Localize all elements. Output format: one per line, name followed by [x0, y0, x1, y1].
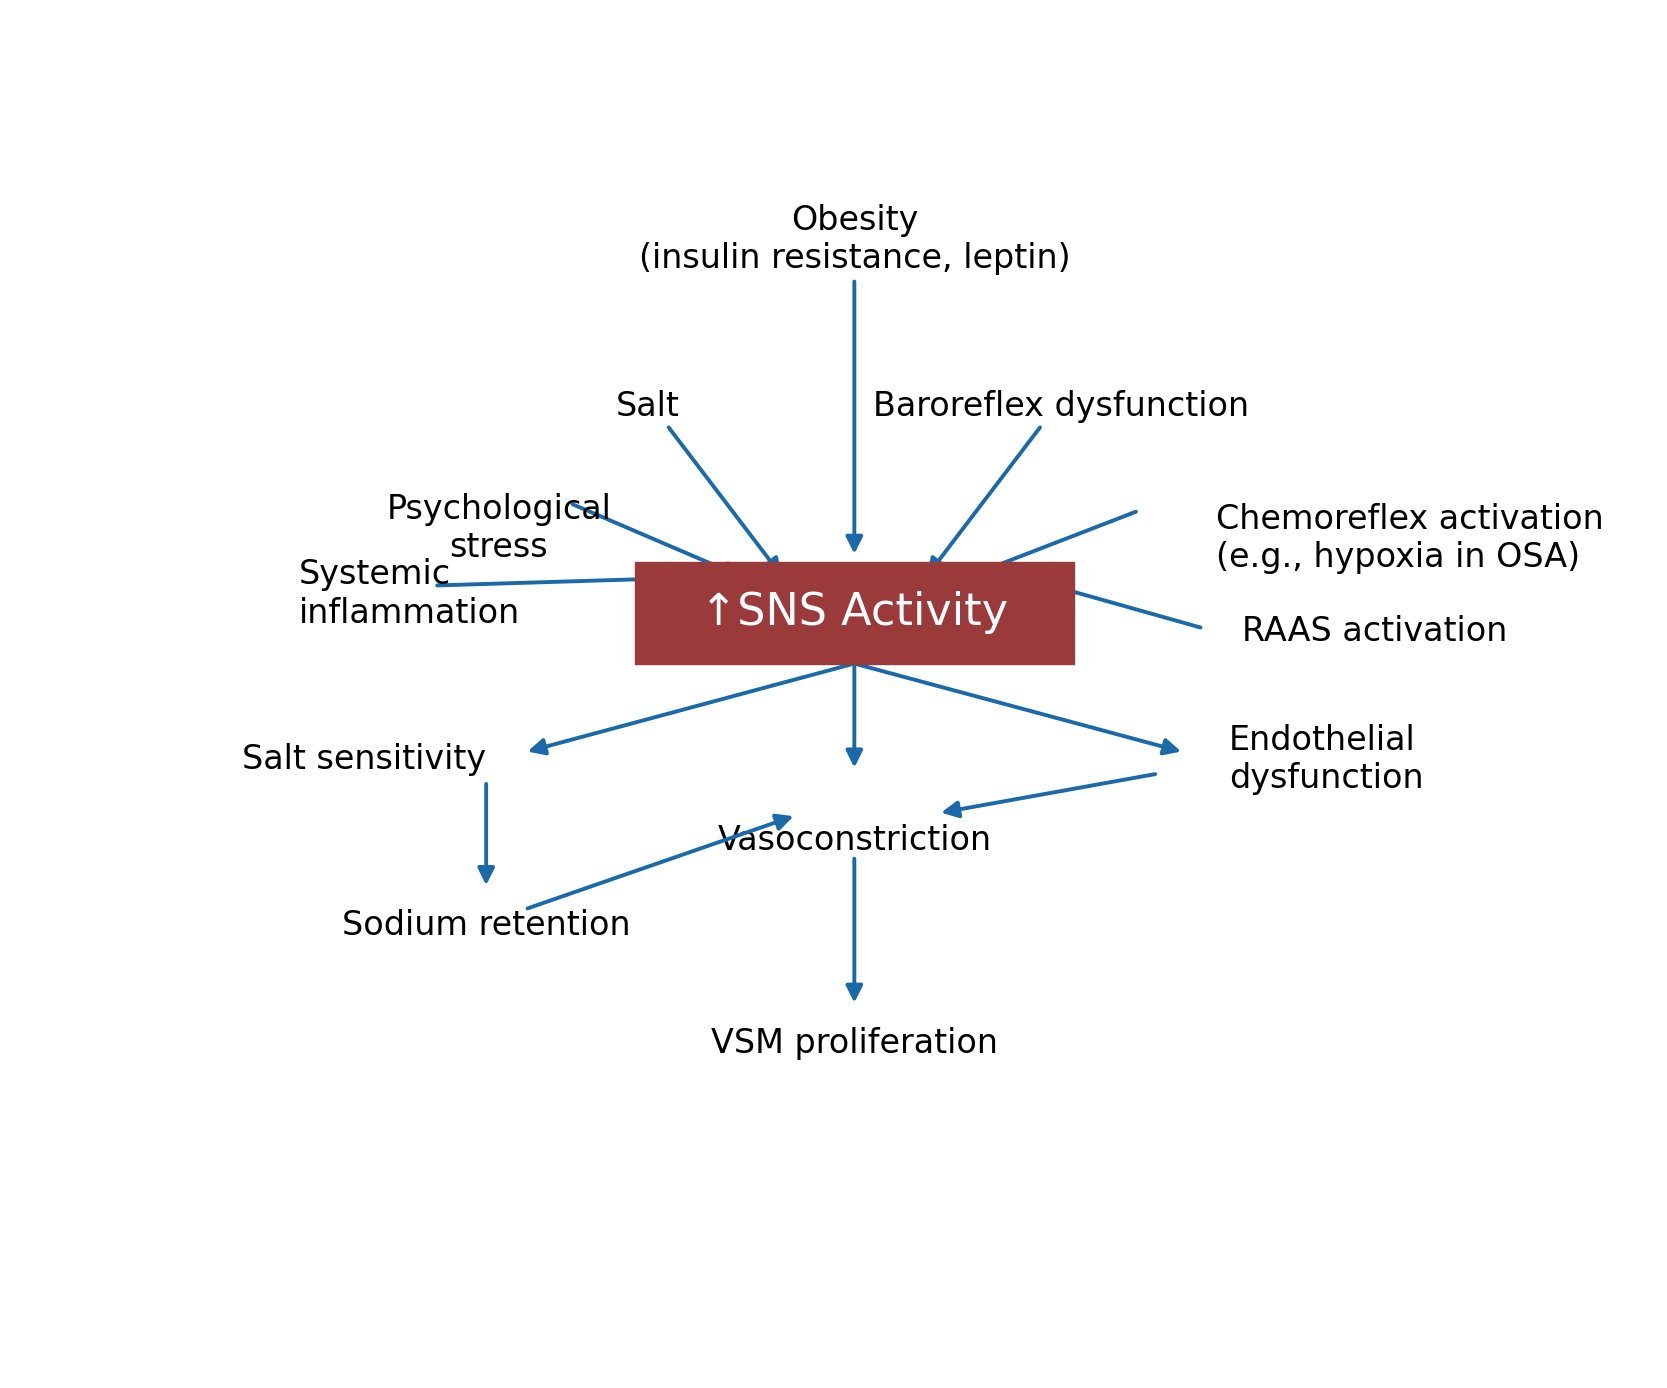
Text: ↑SNS Activity: ↑SNS Activity: [700, 591, 1009, 634]
Text: Vasoconstriction: Vasoconstriction: [717, 824, 992, 856]
Text: Endothelial
dysfunction: Endothelial dysfunction: [1229, 725, 1424, 795]
Text: Sodium retention: Sodium retention: [342, 909, 630, 942]
Text: Chemoreflex activation
(e.g., hypoxia in OSA): Chemoreflex activation (e.g., hypoxia in…: [1217, 504, 1604, 575]
Text: VSM proliferation: VSM proliferation: [710, 1027, 999, 1060]
Text: Salt sensitivity: Salt sensitivity: [242, 743, 487, 776]
Text: Psychological
stress: Psychological stress: [387, 493, 612, 564]
Text: Baroreflex dysfunction: Baroreflex dysfunction: [874, 390, 1249, 423]
Text: Obesity
(insulin resistance, leptin): Obesity (insulin resistance, leptin): [638, 204, 1070, 275]
FancyBboxPatch shape: [635, 562, 1074, 663]
Text: Salt: Salt: [615, 390, 680, 423]
Text: RAAS activation: RAAS activation: [1242, 615, 1507, 648]
Text: Systemic
inflammation: Systemic inflammation: [298, 558, 520, 630]
